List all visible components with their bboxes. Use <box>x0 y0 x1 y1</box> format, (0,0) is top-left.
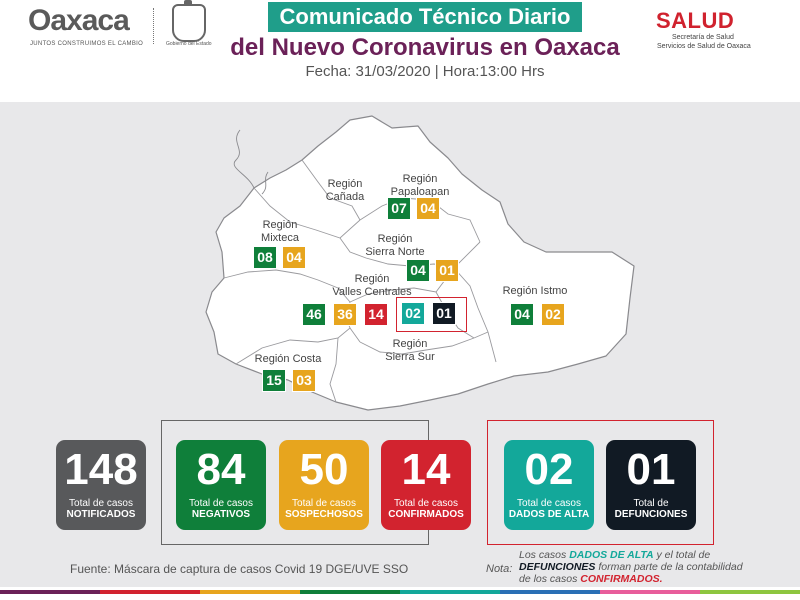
notificados-line1: Total de casos <box>69 498 133 509</box>
region-sierra-norte-label: Región Sierra Norte <box>365 233 425 258</box>
mixteca-green-count: 08 <box>253 246 277 269</box>
stripe-segment <box>400 590 500 594</box>
seal-crown-icon <box>184 0 192 6</box>
costa-orange-count: 03 <box>292 369 316 392</box>
stripe-segment <box>300 590 400 594</box>
alta-group-frame <box>487 420 714 545</box>
istmo-green-count: 04 <box>510 303 534 326</box>
card-defunciones: 01 Total de DEFUNCIONES <box>606 440 696 530</box>
stripe-segment <box>200 590 300 594</box>
card-notificados: 148 Total de casos NOTIFICADOS <box>56 440 146 530</box>
valles-dark-count: 01 <box>432 302 456 325</box>
sospechosos-value: 50 <box>299 445 349 494</box>
notificados-value: 148 <box>64 445 138 494</box>
page-title: Comunicado Técnico Diario <box>279 4 571 29</box>
costa-green-count: 15 <box>262 369 286 392</box>
logo-tagline: JUNTOS CONSTRUIMOS EL CAMBIO <box>30 41 144 47</box>
card-sospechosos: 50 Total de casos SOSPECHOSOS <box>279 440 369 530</box>
negativos-line2: NEGATIVOS <box>191 509 251 520</box>
papaloapan-green-count: 07 <box>387 197 411 220</box>
state-seal-icon <box>172 4 206 42</box>
valles-teal-count: 02 <box>401 302 425 325</box>
nota-label: Nota: <box>486 563 513 575</box>
alta-value: 02 <box>524 445 574 494</box>
stripe-segment <box>500 590 600 594</box>
alta-line2: DADOS DE ALTA <box>508 509 590 520</box>
valles-green-count: 46 <box>302 303 326 326</box>
salud-subtitle-1: Secretaría de Salud <box>672 34 734 41</box>
confirmados-line1: Total de casos <box>394 498 458 509</box>
page-subtitle: del Nuevo Coronavirus en Oaxaca <box>230 34 620 61</box>
istmo-orange-count: 02 <box>541 303 565 326</box>
defunciones-value: 01 <box>626 445 676 494</box>
valles-highlight-frame <box>396 297 467 332</box>
salud-logo: SALUD <box>656 8 735 33</box>
defunciones-line1: Total de <box>633 498 669 509</box>
card-dados-de-alta: 02 Total de casos DADOS DE ALTA <box>504 440 594 530</box>
region-canada-label: Región Cañada <box>325 178 365 203</box>
confirmados-line2: CONFIRMADOS <box>388 509 464 520</box>
nota-alta: DADOS DE ALTA <box>569 549 654 561</box>
title-band <box>268 2 582 32</box>
oaxaca-map <box>205 115 635 411</box>
negativos-line1: Total de casos <box>189 498 253 509</box>
stripe-segment <box>0 590 100 594</box>
negativos-value: 84 <box>196 445 246 494</box>
header-divider <box>153 8 155 44</box>
source-note: Fuente: Máscara de captura de casos Covi… <box>70 562 409 576</box>
nota-part1: Los casos <box>519 549 570 561</box>
region-valles-label: Región Valles Centrales <box>332 273 412 298</box>
seal-caption: Gobierno del Estado <box>166 41 212 47</box>
papaloapan-orange-count: 04 <box>416 197 440 220</box>
valles-orange-count: 36 <box>333 303 357 326</box>
footer-color-stripe <box>0 590 800 600</box>
stripe-segment <box>600 590 700 594</box>
nota-part3: forman parte de la contabilidad de los c… <box>519 561 743 585</box>
nota-part2: y el total de <box>653 549 711 561</box>
salud-subtitle-2: Servicios de Salud de Oaxaca <box>657 43 751 50</box>
sierra-norte-orange-count: 01 <box>435 259 459 282</box>
confirmados-value: 14 <box>401 445 451 494</box>
nota-confirmados: CONFIRMADOS. <box>580 573 663 585</box>
region-papaloapan-label: Región Papaloapan <box>390 173 450 198</box>
mixteca-orange-count: 04 <box>282 246 306 269</box>
valles-red-count: 14 <box>364 303 388 326</box>
stripe-segment <box>700 590 800 594</box>
sospechosos-line2: SOSPECHOSOS <box>285 509 363 520</box>
nota-text: Los casos DADOS DE ALTA y el total de DE… <box>519 549 755 585</box>
region-mixteca-label: Región Mixteca <box>261 219 299 244</box>
sospechosos-line1: Total de casos <box>292 498 356 509</box>
card-negativos: 84 Total de casos NEGATIVOS <box>176 440 266 530</box>
region-istmo-label: Región Istmo <box>502 285 568 297</box>
region-costa-label: Región Costa <box>254 353 322 365</box>
notificados-line2: NOTIFICADOS <box>66 509 136 520</box>
card-confirmados: 14 Total de casos CONFIRMADOS <box>381 440 471 530</box>
nota-defunciones: DEFUNCIONES <box>519 561 596 573</box>
region-sierra-sur-label: Región Sierra Sur <box>385 338 435 363</box>
defunciones-line2: DEFUNCIONES <box>614 509 688 520</box>
stripe-segment <box>100 590 200 594</box>
oaxaca-logo: Oaxaca <box>28 4 130 37</box>
alta-line1: Total de casos <box>517 498 581 509</box>
sierra-norte-green-count: 04 <box>406 259 430 282</box>
date-time-line: Fecha: 31/03/2020 | Hora:13:00 Hrs <box>305 63 545 80</box>
